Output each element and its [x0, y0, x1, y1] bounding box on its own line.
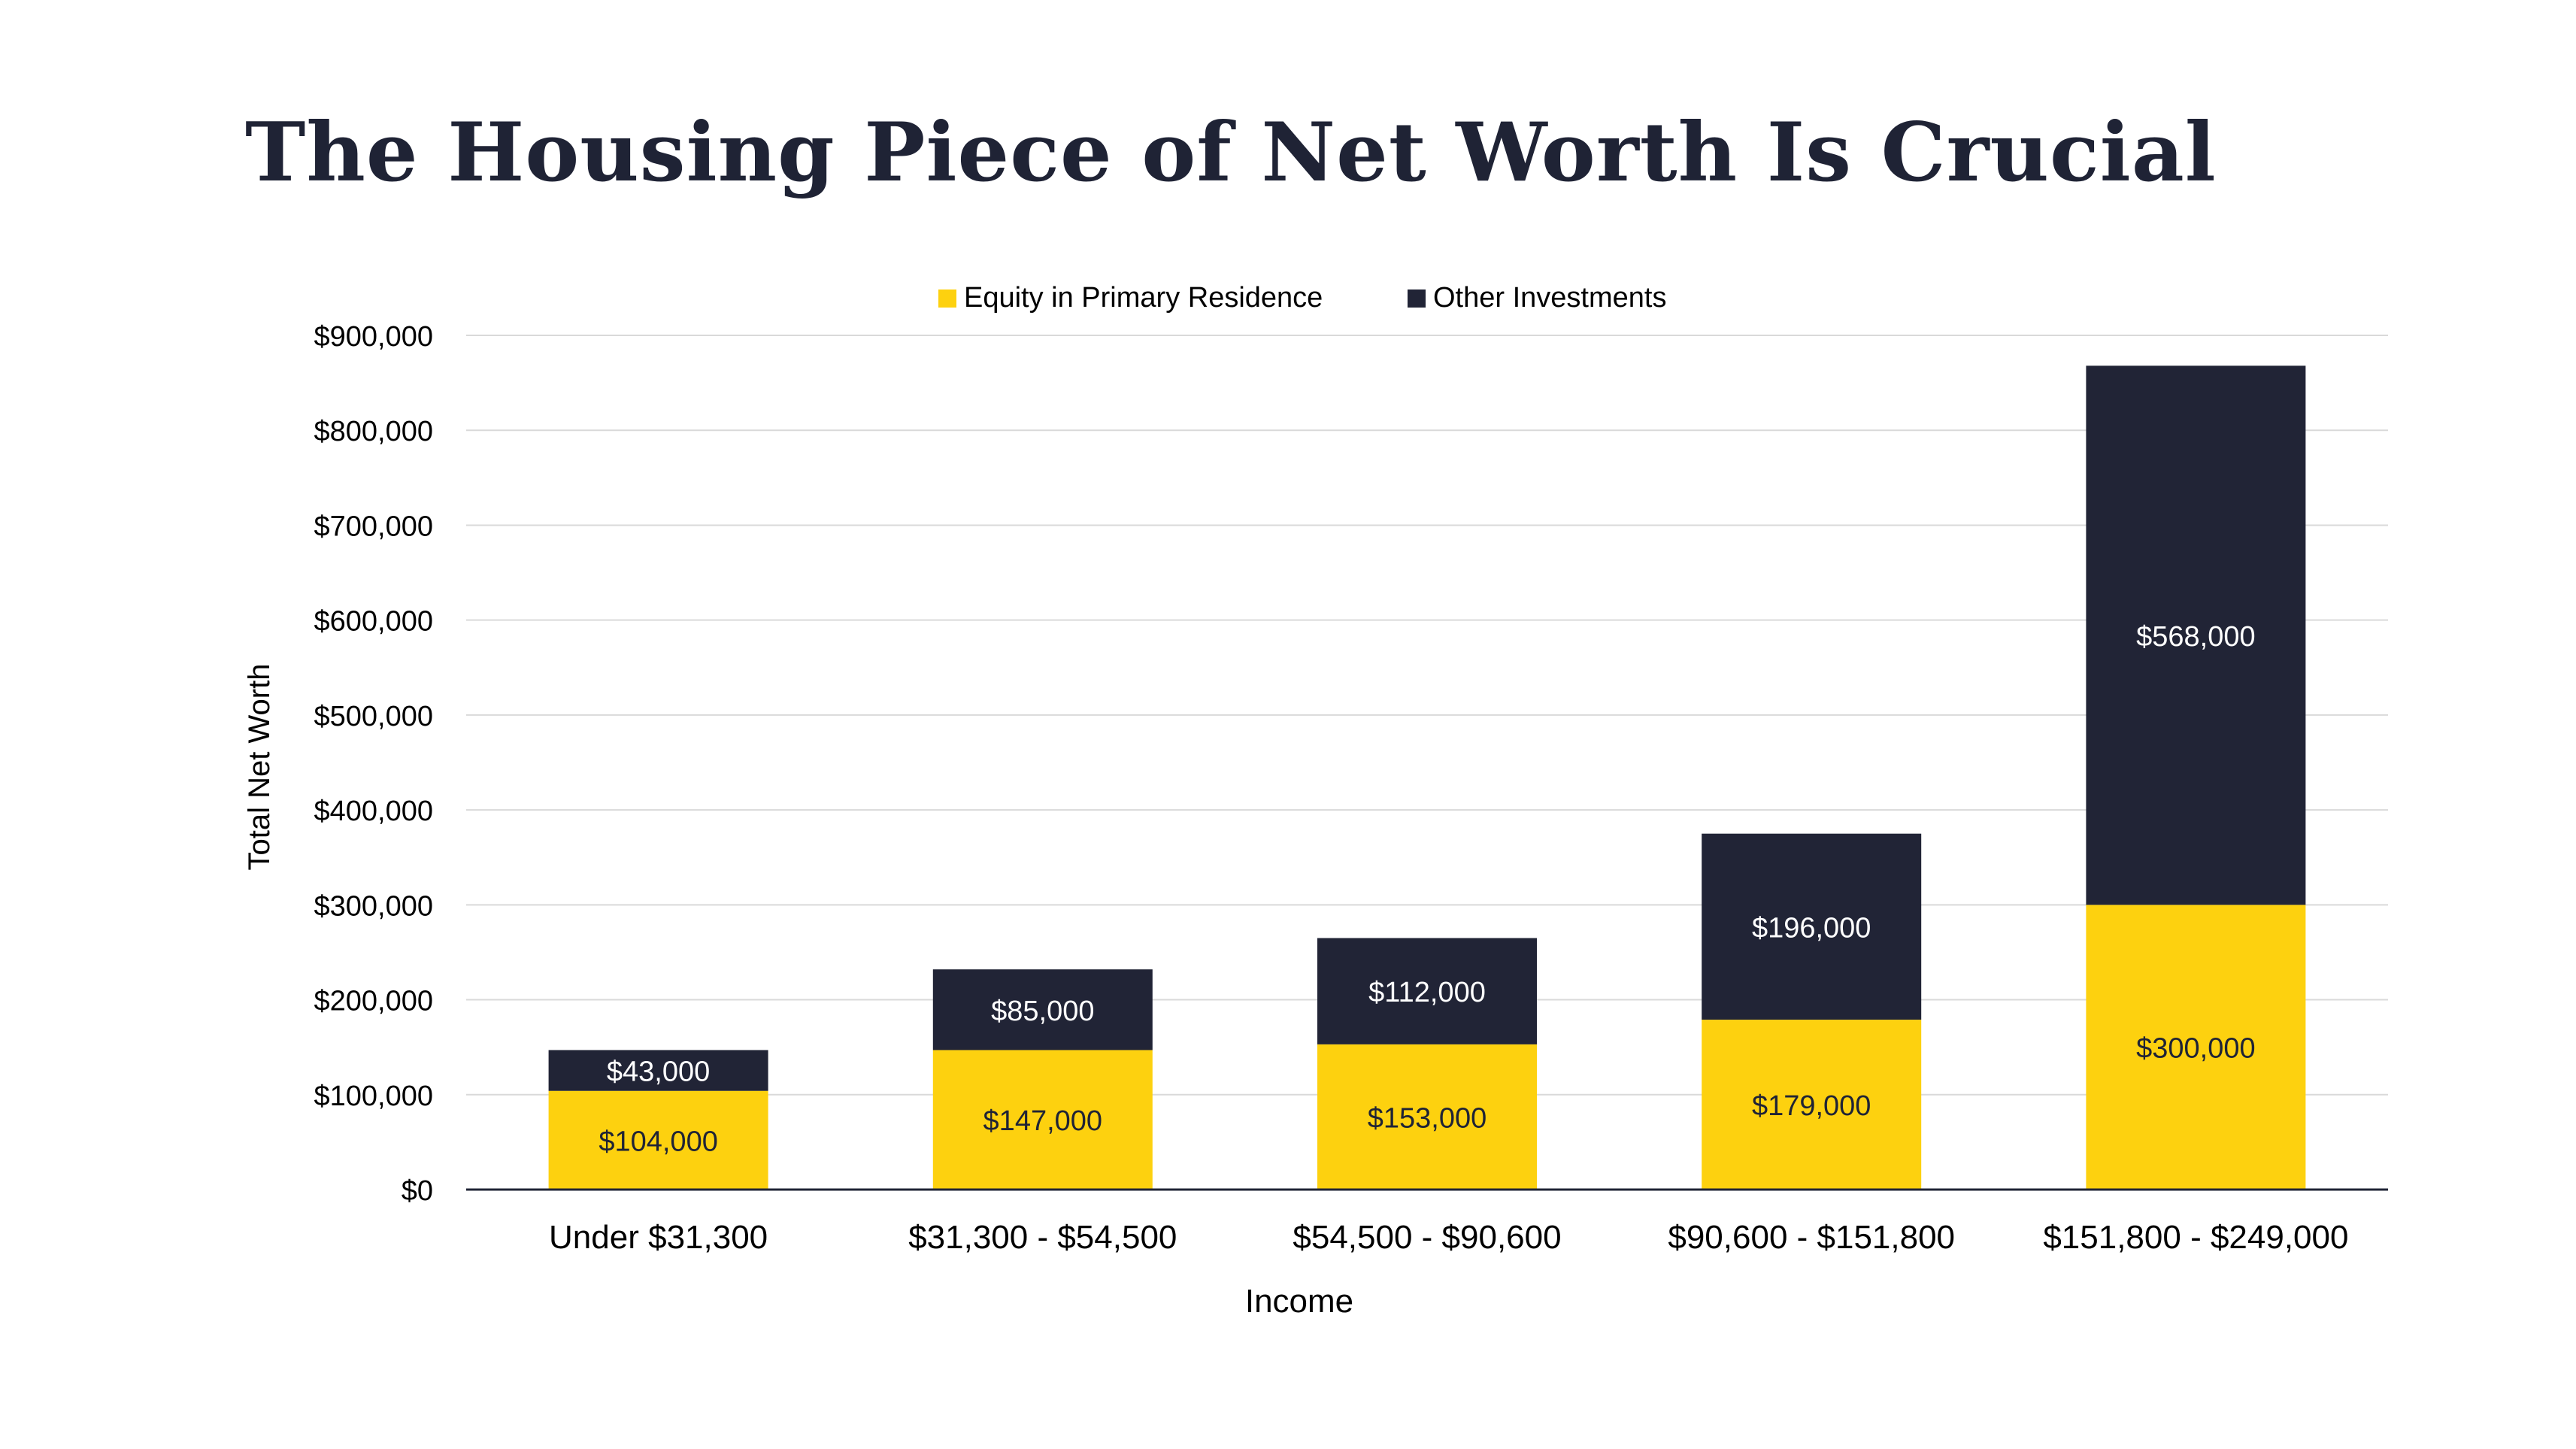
bar-segment: [1317, 938, 1537, 1044]
data-label: $147,000: [983, 1105, 1103, 1137]
x-axis: Under $31,300 $31,300 - $54,500 $54,500 - …: [466, 1188, 2388, 1256]
y-tick-label: $400,000: [314, 796, 434, 827]
data-label: $153,000: [1368, 1102, 1487, 1134]
data-label: $568,000: [2136, 621, 2256, 653]
bar-segment: [2086, 365, 2306, 905]
y-tick-label: $200,000: [314, 986, 434, 1017]
data-label: $43,000: [607, 1056, 710, 1088]
bar-segment: [2086, 905, 2306, 1190]
legend-swatch: [938, 289, 956, 308]
y-tick-label: $900,000: [314, 321, 434, 353]
x-tick-label: Under $31,300: [549, 1219, 768, 1256]
data-label: $85,000: [991, 996, 1094, 1027]
y-tick-label: $500,000: [314, 701, 434, 732]
bar-segment: [548, 1050, 768, 1091]
y-axis: $0 $100,000 $200,000 $300,000 $400,000 $500,0…: [314, 321, 434, 1207]
y-tick-label: $300,000: [314, 890, 434, 922]
bar-segment: [932, 969, 1153, 1050]
x-axis-label: Income: [1245, 1283, 1353, 1320]
bar-segment: [1702, 833, 1922, 1020]
chart-title: The Housing Piece of Net Worth Is Crucia…: [245, 105, 2217, 200]
x-tick-label: $31,300 - $54,500: [908, 1219, 1177, 1256]
y-tick-label: $100,000: [314, 1081, 434, 1112]
y-tick-label: $0: [402, 1175, 433, 1207]
bars: $104,000 $43,000 $147,000 $85,000 $153,000 $1…: [548, 365, 2306, 1190]
data-label: $112,000: [1368, 977, 1486, 1008]
data-label: $300,000: [2136, 1033, 2256, 1065]
y-axis-label: Total Net Worth: [243, 664, 276, 871]
y-tick-label: $700,000: [314, 511, 434, 542]
legend: Equity in Primary Residence Other Investm…: [938, 282, 1666, 314]
data-label: $104,000: [599, 1126, 718, 1157]
bar-segment: [1702, 1020, 1922, 1190]
legend-swatch: [1408, 289, 1426, 308]
x-tick-label: $90,600 - $151,800: [1668, 1219, 1955, 1256]
y-tick-label: $600,000: [314, 606, 434, 638]
bar-segment: [1317, 1044, 1537, 1190]
y-tick-label: $800,000: [314, 416, 434, 447]
x-tick-label: $54,500 - $90,600: [1293, 1219, 1561, 1256]
bar-segment: [932, 1050, 1153, 1190]
data-label: $179,000: [1752, 1090, 1871, 1122]
bar-segment: [548, 1090, 768, 1190]
legend-label: Equity in Primary Residence: [964, 282, 1323, 314]
legend-label: Other Investments: [1433, 282, 1666, 314]
x-tick-label: $151,800 - $249,000: [2043, 1219, 2348, 1256]
data-label: $196,000: [1752, 912, 1871, 944]
